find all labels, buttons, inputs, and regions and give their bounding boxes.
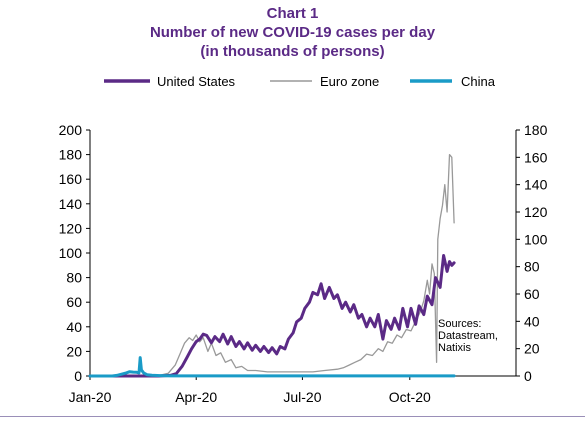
chart-title: Chart 1 <box>266 5 319 22</box>
y-right-tick-label: 80 <box>524 259 540 275</box>
series-line-euro-zone <box>89 153 455 377</box>
source-note: Sources:Datastream,Natixis <box>438 318 498 354</box>
y-right-tick-label: 40 <box>524 313 540 329</box>
y-right-tick-label: 0 <box>524 368 532 384</box>
y-left-tick-label: 20 <box>66 343 82 359</box>
x-tick-label: Oct-20 <box>389 389 431 405</box>
source-note-line: Sources: <box>438 318 481 330</box>
y-right-tick-label: 20 <box>524 341 540 357</box>
chart-subtitle: Number of new COVID-19 cases per day <box>149 24 436 41</box>
source-note-line: Datastream, <box>438 330 498 342</box>
series-line-united-states <box>88 254 456 378</box>
y-right-tick-label: 180 <box>524 122 548 138</box>
series-line-china <box>88 356 456 378</box>
y-right-tick-label: 160 <box>524 149 548 165</box>
y-left-tick-label: 100 <box>59 245 83 261</box>
legend-label: China <box>461 74 496 89</box>
y-left-tick-label: 180 <box>59 147 83 163</box>
chart-subtitle-units: (in thousands of persons) <box>200 43 385 60</box>
y-right-tick-label: 60 <box>524 286 540 302</box>
y-left-tick-label: 0 <box>74 368 82 384</box>
y-left-tick-label: 40 <box>66 319 82 335</box>
y-left-tick-label: 200 <box>59 122 83 138</box>
legend-label: Euro zone <box>320 74 379 89</box>
axes: 0 20 40 60 80 100 120 140 160 180 200 0 20 40 60 80 100 1… <box>59 122 548 405</box>
y-left-tick-label: 80 <box>66 270 82 286</box>
y-right-tick-label: 100 <box>524 231 548 247</box>
series-lines <box>88 153 456 378</box>
bottom-divider <box>0 416 585 417</box>
y-right-tick-label: 140 <box>524 177 548 193</box>
x-tick-label: Jan-20 <box>69 389 112 405</box>
y-right-tick-label: 120 <box>524 204 548 220</box>
x-tick-label: Apr-20 <box>175 389 217 405</box>
y-left-tick-label: 160 <box>59 171 83 187</box>
legend-label: United States <box>157 74 236 89</box>
source-note-line: Natixis <box>438 342 472 354</box>
x-tick-label: Jul-20 <box>283 389 321 405</box>
y-left-tick-label: 60 <box>66 294 82 310</box>
y-left-tick-label: 120 <box>59 220 83 236</box>
y-left-tick-label: 140 <box>59 196 83 212</box>
legend: United States Euro zone China <box>104 74 496 89</box>
